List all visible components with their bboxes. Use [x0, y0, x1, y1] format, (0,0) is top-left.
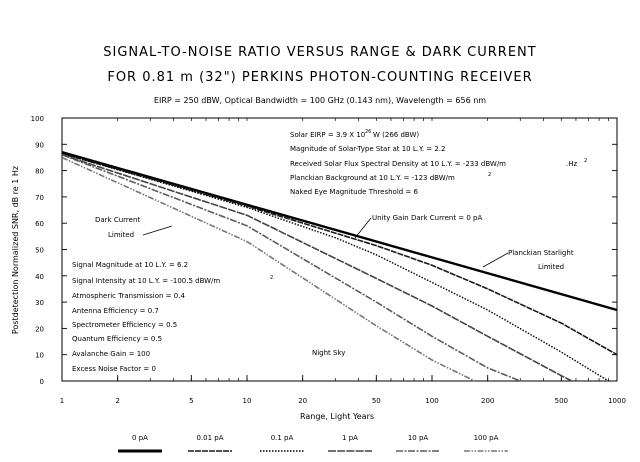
annotation-quantum: Quantum Efficiency = 0.5 [72, 335, 162, 343]
series-line-4 [61, 154, 521, 382]
series-line-1 [61, 152, 618, 356]
annotation-dark-current-limited: Limited [108, 231, 134, 239]
annotation-antenna: Antenna Efficiency = 0.7 [72, 307, 159, 315]
y-tick-label: 0 [40, 378, 44, 386]
legend-label-5: 100 pA [474, 434, 499, 442]
annotation-dark-current: Dark Current [95, 216, 140, 224]
annotation-unity-gain: Unity Gain Dark Current = 0 pA [372, 214, 483, 222]
x-tick-label: 50 [372, 397, 381, 405]
legend-label-4: 10 pA [408, 434, 429, 442]
annotation-signal-magnitude: Signal Magnitude at 10 L.Y. = 6.2 [72, 261, 188, 269]
legend-label-2: 0.1 pA [271, 434, 294, 442]
x-tick-label: 100 [425, 397, 438, 405]
x-tick-label: 200 [481, 397, 494, 405]
axis-ticks: 1 2 5 10 20 50 100 200 500 1000 0 10 20 30 40 50 60 70 80 9… [31, 115, 626, 405]
y-tick-label: 70 [35, 194, 44, 202]
chart-title-line-2: FOR 0.81 m (32") PERKINS PHOTON-COUNTING… [107, 70, 533, 85]
y-tick-label: 60 [35, 220, 44, 228]
annotation-excess-noise: Excess Noise Factor = 0 [72, 365, 156, 373]
y-tick-label: 100 [31, 115, 44, 123]
y-tick-label: 90 [35, 141, 44, 149]
x-tick-label: 20 [298, 397, 307, 405]
y-axis-label: Postdetection Normalized SNR, dB re 1 Hz [11, 166, 20, 334]
annotation-planckian-background: Planckian Background at 10 L.Y. = -123 d… [290, 174, 455, 182]
x-axis-label: Range, Light Years [300, 412, 374, 421]
x-tick-label: 1 [60, 397, 64, 405]
unity-gain-arrow [354, 217, 372, 239]
x-tick-label: 2 [115, 397, 119, 405]
annotation-solar-eirp-tail: W (266 dBW) [373, 131, 419, 139]
y-tick-label: 50 [35, 247, 44, 255]
annotation-signal-intensity-sup: 2 [270, 275, 273, 281]
annotation-solar-flux: Received Solar Flux Spectral Density at … [290, 160, 506, 168]
legend-label-1: 0.01 pA [196, 434, 223, 442]
series-lines [61, 151, 618, 382]
annotation-solar-eirp-exponent: 26 [365, 129, 371, 135]
y-tick-label: 20 [35, 325, 44, 333]
annotation-solar-magnitude: Magnitude of Solar-Type Star at 10 L.Y. … [290, 145, 446, 153]
y-tick-label: 30 [35, 299, 44, 307]
series-line-0 [61, 151, 618, 312]
annotation-planckian-starlight-limited: Limited [538, 263, 564, 271]
chart-subtitle: EIRP = 250 dBW, Optical Bandwidth = 100 … [153, 96, 487, 105]
series-line-2 [61, 152, 609, 382]
legend-label-0: 0 pA [132, 434, 148, 442]
x-tick-label: 500 [555, 397, 568, 405]
series-line-3 [61, 154, 573, 382]
chart-title: SIGNAL-TO-NOISE RATIO VERSUS RANGE & DAR… [103, 45, 537, 60]
x-tick-label: 5 [189, 397, 193, 405]
annotation-night-sky: Night Sky [312, 349, 345, 357]
y-tick-label: 40 [35, 273, 44, 281]
annotation-solar-flux-tail: .Hz [566, 160, 577, 168]
planckian-starlight-arrow [482, 252, 509, 268]
annotation-signal-intensity: Signal Intensity at 10 L.Y. = -100.5 dBW… [72, 277, 220, 285]
annotation-planckian-starlight: Planckian Starlight [508, 249, 574, 257]
dark-current-arrow [142, 225, 173, 236]
series-line-5 [61, 156, 475, 382]
x-tick-label: 10 [243, 397, 252, 405]
legend-label-3: 1 pA [342, 434, 358, 442]
annotation-spectrometer: Spectrometer Efficiency = 0.5 [72, 321, 177, 329]
x-tick-label: 1000 [608, 397, 626, 405]
y-tick-label: 80 [35, 168, 44, 176]
annotation-avalanche: Avalanche Gain = 100 [72, 350, 150, 358]
annotation-naked-eye: Naked Eye Magnitude Threshold = 6 [290, 188, 419, 196]
y-tick-label: 10 [35, 352, 44, 360]
annotation-solar-flux-sup: 2 [584, 158, 587, 164]
annotation-atmospheric: Atmospheric Transmission = 0.4 [72, 292, 185, 300]
legend: 0 pA 0.01 pA 0.1 pA 1 pA 10 pA 100 pA [118, 434, 508, 453]
annotation-planckian-background-sup: 2 [488, 172, 491, 178]
annotation-solar-eirp: Solar EIRP = 3.9 X 10 [290, 131, 365, 139]
